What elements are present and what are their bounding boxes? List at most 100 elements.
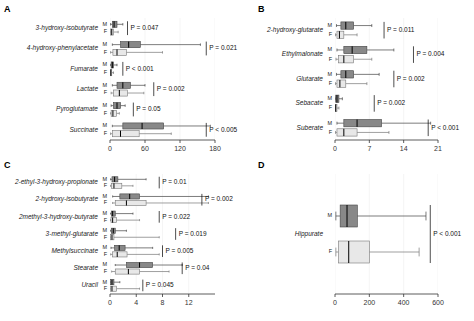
box	[111, 235, 114, 240]
box	[341, 71, 354, 78]
box	[111, 228, 115, 233]
pvalue-bracket	[206, 123, 207, 137]
category-label: Succinate	[69, 126, 98, 133]
cap-high	[139, 219, 140, 221]
pvalue-label: P = 0.047	[131, 24, 159, 31]
cap-high	[119, 112, 120, 114]
whisker-low	[115, 265, 126, 266]
series-label: F	[104, 217, 108, 223]
whisker-high	[130, 85, 145, 86]
median	[343, 129, 344, 136]
x-axis-line	[335, 140, 438, 141]
pvalue-bracket	[159, 211, 160, 223]
whisker-high	[357, 132, 389, 133]
cap-high	[132, 213, 133, 215]
x-tick-label: 14	[400, 145, 408, 152]
whisker-high	[140, 44, 200, 45]
series-label: F	[104, 234, 108, 240]
cap-high	[125, 104, 126, 106]
series-label: M	[102, 227, 107, 233]
series-label: M	[102, 244, 107, 250]
whisker-high	[164, 125, 211, 126]
median	[117, 252, 118, 257]
box	[111, 280, 114, 285]
series-label: F	[329, 104, 333, 110]
panel: A0601201803-hydroxy-isobutyrateMFP = 0.0…	[4, 4, 238, 152]
box	[113, 252, 127, 257]
category-label: 2-hydroxy-glutarate	[266, 26, 323, 34]
cap-high	[393, 49, 394, 52]
cap-high	[200, 43, 201, 45]
grid-line	[335, 18, 336, 140]
cap-low	[335, 212, 336, 221]
cap-low	[110, 51, 111, 53]
cap-low	[110, 247, 111, 249]
pvalue-label: P = 0.022	[162, 213, 190, 220]
x-tick	[110, 294, 111, 297]
median	[112, 211, 113, 216]
box	[115, 245, 126, 250]
grid-line	[136, 174, 137, 294]
x-tick	[403, 294, 404, 297]
cap-low	[110, 213, 111, 215]
box	[337, 129, 357, 136]
cap-low	[110, 219, 111, 221]
median	[345, 22, 346, 29]
x-tick-label: 120	[174, 145, 186, 152]
series-label: M	[327, 22, 332, 28]
whisker-high	[339, 98, 342, 99]
series-label: M	[102, 176, 107, 182]
box	[111, 110, 116, 116]
whisker-high	[354, 25, 372, 26]
pvalue-bracket	[122, 62, 123, 76]
median	[112, 110, 113, 116]
series-label: M	[102, 279, 107, 285]
pvalue-label: P < 0.001	[433, 230, 461, 237]
series-label: M	[327, 120, 332, 126]
whisker-high	[118, 179, 146, 180]
whisker-high	[125, 247, 153, 248]
whisker-low	[112, 271, 116, 272]
cap-low	[336, 73, 337, 76]
cap-high	[159, 236, 160, 238]
cap-low	[111, 92, 112, 94]
pvalue-label: P = 0.04	[185, 264, 210, 271]
cap-low	[336, 122, 337, 125]
median	[110, 70, 111, 76]
pvalue-label: P = 0.005	[166, 247, 194, 254]
x-tick	[188, 294, 189, 297]
x-tick-label: 600	[432, 299, 444, 306]
cap-low	[335, 82, 336, 85]
whisker-high	[126, 52, 162, 53]
whisker-low	[337, 49, 344, 50]
whisker-low	[112, 44, 120, 45]
pvalue-bracket	[127, 21, 128, 35]
whisker-low	[336, 59, 338, 60]
median	[119, 245, 120, 250]
whisker-low	[336, 216, 340, 217]
cap-low	[110, 253, 111, 255]
whisker-high	[121, 105, 126, 106]
panel-title: A	[4, 4, 11, 14]
median	[113, 228, 114, 233]
grid-line	[162, 174, 163, 294]
cap-high	[126, 230, 127, 232]
median	[347, 205, 348, 227]
category-label: Lactate	[77, 85, 99, 92]
box	[340, 205, 357, 227]
median	[111, 286, 112, 291]
cap-low	[112, 195, 113, 197]
cap-high	[169, 271, 170, 273]
series-label: M	[102, 261, 107, 267]
category-label: Uracil	[81, 281, 98, 288]
cap-high	[371, 24, 372, 27]
median	[111, 29, 112, 35]
whisker-high	[122, 185, 133, 186]
series-label: M	[327, 46, 332, 52]
pvalue-label: P < 0.005	[209, 126, 237, 133]
cap-high	[171, 132, 172, 134]
panel: B0714212-hydroxy-glutarateMFP = 0.011Eth…	[258, 4, 459, 152]
box	[112, 177, 118, 182]
x-tick	[215, 140, 216, 143]
cap-high	[152, 247, 153, 249]
